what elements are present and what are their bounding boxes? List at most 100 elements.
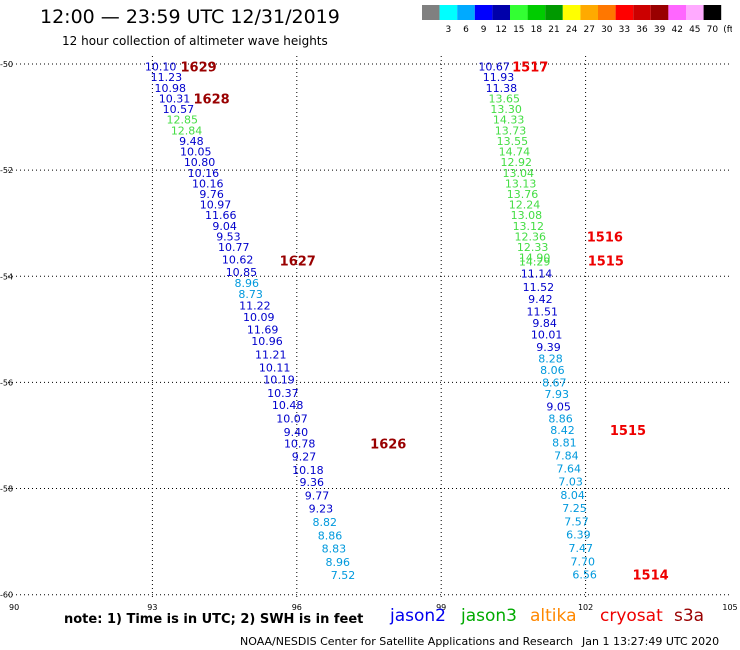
longitude-tick-label: 90 — [9, 603, 19, 612]
satellite-jason3-label: jason3 — [461, 606, 517, 626]
legend-swatch — [580, 5, 598, 20]
wave-height-label: 7.52 — [331, 569, 356, 582]
legend-label: 9 — [481, 25, 487, 35]
wave-height-label: 12.24 — [509, 199, 541, 212]
wave-height-label: 7.64 — [557, 462, 582, 475]
pass-time-label: 1629 — [181, 61, 217, 76]
wave-height-label: 9.77 — [305, 489, 330, 502]
wave-height-label: 11.14 — [521, 268, 553, 281]
wave-height-label: 12.84 — [171, 124, 203, 137]
longitude-tick-label: 105 — [722, 603, 737, 612]
satellite-jason2-label: jason2 — [390, 606, 446, 626]
legend-label: 42 — [671, 25, 682, 35]
wave-height-label: 13.08 — [511, 209, 543, 222]
longitude-tick-label: 102 — [578, 603, 593, 612]
wave-height-label: 9.39 — [536, 341, 561, 354]
wave-height-label: 11.22 — [239, 299, 271, 312]
legend-swatch — [510, 5, 528, 20]
wave-height-label: 13.55 — [497, 135, 529, 148]
legend-swatch — [422, 5, 440, 20]
wave-height-label: 11.66 — [205, 209, 237, 222]
wave-height-label: 12.85 — [166, 114, 198, 127]
wave-height-label: 8.42 — [550, 424, 575, 437]
wave-height-label: 10.11 — [259, 362, 291, 375]
legend-swatch — [598, 5, 616, 20]
wave-height-label: 10.78 — [284, 437, 316, 450]
wave-height-label: 13.12 — [513, 220, 545, 233]
wave-height-label: 10.01 — [531, 329, 563, 342]
legend-label: 3 — [446, 25, 452, 35]
wave-height-label: 8.96 — [325, 556, 350, 569]
wave-height-label: 12.36 — [514, 230, 546, 243]
wave-height-label: 7.25 — [562, 502, 587, 515]
legend-label: 70 — [707, 25, 719, 35]
wave-height-label: 8.96 — [234, 277, 259, 290]
wave-height-label: 10.57 — [163, 103, 195, 116]
footer-credit: NOAA/NESDIS Center for Satellite Applica… — [240, 635, 574, 648]
wave-height-label: 10.19 — [263, 374, 295, 387]
longitude-tick-label: 93 — [147, 603, 157, 612]
wave-height-label: 10.16 — [192, 177, 224, 190]
latitude-tick-label: -58 — [0, 485, 13, 494]
wave-height-label: 10.31 — [159, 92, 191, 105]
legend-swatch — [703, 5, 722, 20]
wave-height-label: 13.73 — [495, 124, 527, 137]
wave-height-label: 11.23 — [151, 71, 183, 84]
wave-height-label: 13.04 — [502, 167, 534, 180]
pass-time-label: 1626 — [370, 437, 406, 452]
page-subtitle: 12 hour collection of altimeter wave hei… — [62, 34, 328, 48]
wave-height-label: 10.62 — [222, 253, 254, 266]
wave-height-label: 8.67 — [542, 376, 567, 389]
wave-height-label: 10.07 — [276, 412, 308, 425]
wave-height-label: 11.21 — [255, 348, 287, 361]
wave-height-label: 6.56 — [572, 569, 597, 582]
wave-height-label: 7.47 — [569, 542, 594, 555]
legend-swatch — [457, 5, 475, 20]
wave-height-label: 14.29 — [519, 255, 551, 268]
latitude-tick-label: -54 — [0, 272, 13, 281]
wave-height-label: 10.67 — [478, 61, 510, 74]
wave-height-label: 10.80 — [184, 156, 216, 169]
wave-height-label: 10.85 — [226, 266, 258, 279]
wave-height-label: 9.76 — [199, 188, 224, 201]
legend-label: 45 — [689, 25, 700, 35]
wave-height-label: 8.83 — [322, 543, 347, 556]
longitude-tick-label: 99 — [436, 603, 446, 612]
wave-height-label: 10.18 — [292, 464, 324, 477]
legend-swatch — [615, 5, 634, 20]
wave-height-label: 9.84 — [532, 317, 557, 330]
legend-swatch — [492, 5, 510, 20]
wave-height-label: 10.05 — [180, 146, 212, 159]
wave-height-label: 10.09 — [243, 311, 275, 324]
wave-height-label: 9.48 — [179, 135, 204, 148]
latitude-tick-label: -56 — [0, 378, 13, 387]
wave-height-label: 9.27 — [292, 451, 317, 464]
wave-height-label: 9.04 — [212, 220, 237, 233]
legend-swatch — [686, 5, 704, 20]
legend-label: 39 — [654, 25, 666, 35]
satellite-s3a-label: s3a — [674, 606, 705, 626]
legend-label: 12 — [495, 25, 506, 35]
latitude-tick-label: -50 — [0, 60, 13, 69]
satellite-altika-label: altika — [530, 606, 577, 626]
legend-swatch — [562, 5, 581, 20]
wave-height-label: 10.97 — [200, 199, 232, 212]
wave-height-label: 14.90 — [519, 252, 551, 265]
wave-height-label: 9.40 — [284, 426, 309, 439]
legend-label: 36 — [636, 25, 648, 35]
legend-label: 6 — [463, 25, 469, 35]
wave-height-label: 8.86 — [548, 412, 573, 425]
wave-height-label: 8.28 — [538, 353, 563, 366]
wave-height-label: 9.05 — [546, 400, 571, 413]
latitude-tick-label: -52 — [0, 166, 13, 175]
wave-height-label: 8.04 — [560, 489, 585, 502]
wave-height-label: 8.81 — [552, 436, 577, 449]
wave-height-label: 13.76 — [507, 188, 539, 201]
wave-height-label: 6.39 — [566, 529, 591, 542]
legend-label: 27 — [583, 25, 594, 35]
wave-height-label: 13.30 — [490, 103, 522, 116]
legend-swatch — [668, 5, 686, 20]
wave-height-label: 12.92 — [501, 156, 533, 169]
